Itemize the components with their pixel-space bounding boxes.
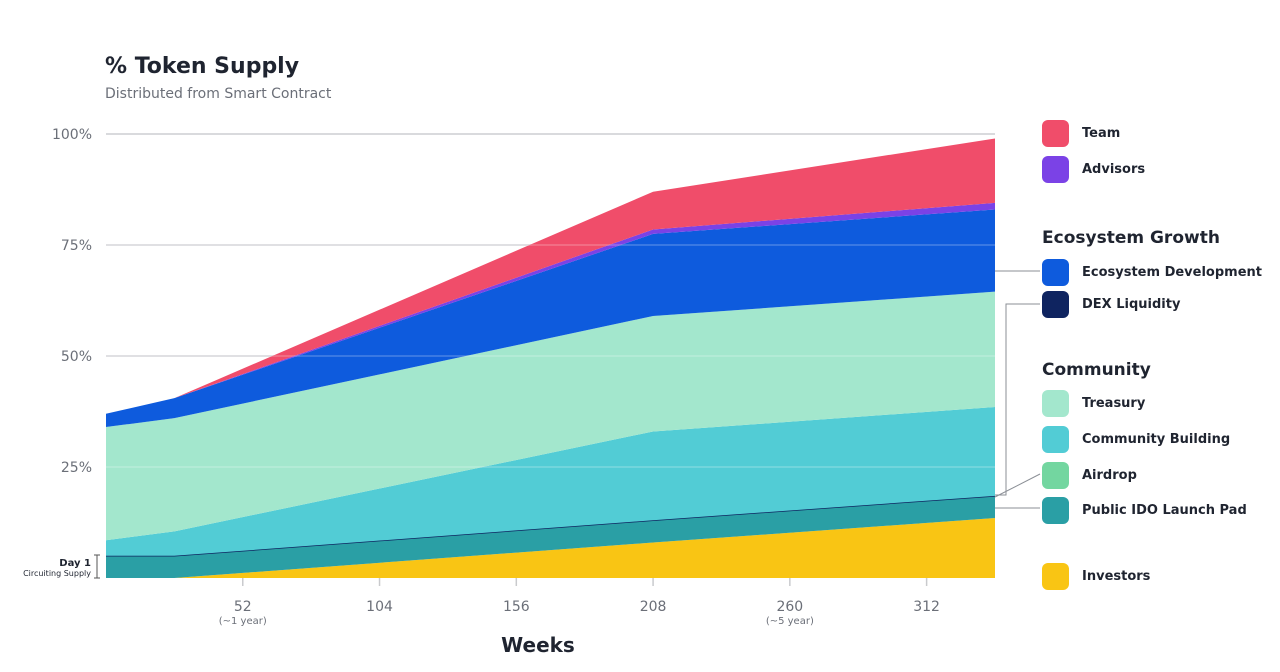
x-tick-label: 52 [234, 599, 252, 615]
legend-label-ecosystem-development: Ecosystem Development [1082, 264, 1262, 280]
x-tick-sublabel: (~5 year) [766, 616, 814, 627]
legend-item-airdrop: Airdrop [1042, 460, 1137, 490]
ecosystem-development-swatch [1042, 258, 1069, 286]
dex-liquidity-swatch [1042, 290, 1069, 318]
team-swatch [1042, 119, 1069, 147]
public-ido-swatch [1042, 496, 1069, 524]
legend-label-public-ido: Public IDO Launch Pad [1082, 502, 1247, 518]
legend-label-airdrop: Airdrop [1082, 467, 1137, 483]
legend-item-investors: Investors [1042, 561, 1150, 591]
y-tick-label: 100% [52, 127, 92, 143]
day1-label: Day 1 [59, 558, 91, 569]
legend-item-advisors: Advisors [1042, 154, 1145, 184]
x-tick-sublabel: (~1 year) [219, 616, 267, 627]
chart-subtitle: Distributed from Smart Contract [105, 86, 332, 102]
y-tick-label: 50% [61, 349, 92, 365]
x-tick-label: 260 [776, 599, 803, 615]
x-axis-title: Weeks [501, 633, 575, 657]
legend-label-investors: Investors [1082, 568, 1151, 584]
y-tick-label: 25% [61, 460, 92, 476]
legend-label-team: Team [1082, 125, 1121, 141]
x-tick-label: 208 [640, 599, 667, 615]
circulating-supply-label: Circuiting Supply [23, 569, 91, 578]
legend-item-dex-liquidity: DEX Liquidity [1042, 289, 1180, 319]
legend-label-community-building: Community Building [1082, 431, 1231, 447]
legend-item-team: Team [1042, 118, 1120, 148]
area-public_ido [106, 495, 995, 578]
legend-group-community: Community [1042, 360, 1151, 380]
treasury-swatch [1042, 389, 1069, 417]
x-tick-label: 312 [913, 599, 940, 615]
legend-item-treasury: Treasury [1042, 388, 1145, 418]
leader-airdrop [994, 473, 1041, 498]
advisors-swatch [1042, 155, 1069, 183]
x-tick-label: 156 [503, 599, 530, 615]
legend-item-community-building: Community Building [1042, 424, 1230, 454]
day1-annotation: Day 1 Circuiting Supply [23, 554, 100, 579]
legend-label-dex-liquidity: DEX Liquidity [1082, 296, 1181, 312]
area-series [106, 138, 996, 578]
airdrop-swatch [1042, 461, 1069, 489]
investors-swatch [1042, 562, 1069, 590]
area-ecosystem_development [106, 209, 995, 428]
overlay-grid-lines [106, 244, 995, 468]
legend-leader-lines [994, 270, 1041, 509]
axes: 25% 50% 75% 100% 52(~1 year) 104 156 208 260(~5 … [52, 127, 940, 627]
community-building-swatch [1042, 425, 1069, 453]
y-tick-label: 75% [61, 238, 92, 254]
legend-label-advisors: Advisors [1082, 161, 1146, 177]
area-investors [106, 518, 995, 578]
x-tick-label: 104 [366, 599, 393, 615]
leader-dex-liquidity [995, 303, 1040, 496]
legend-item-public-ido: Public IDO Launch Pad [1042, 495, 1247, 525]
chart-title: % Token Supply [105, 54, 300, 79]
area-team [106, 138, 995, 414]
area-treasury [106, 291, 995, 541]
area-community_building [106, 407, 995, 556]
legend-item-ecosystem-development: Ecosystem Development [1042, 257, 1262, 287]
legend-group-ecosystem: Ecosystem Growth [1042, 228, 1220, 248]
legend-label-treasury: Treasury [1082, 395, 1146, 411]
